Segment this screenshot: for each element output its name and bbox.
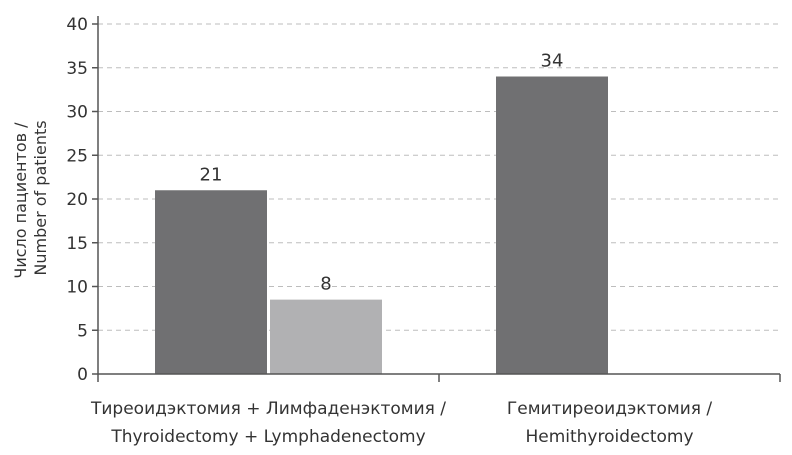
bar	[496, 76, 608, 374]
data-labels: 21 8 34	[200, 51, 564, 295]
category-label: Thyroidectomy + Lymphadenectomy	[110, 427, 425, 447]
data-label: 8	[320, 274, 331, 295]
y-axis-label: Число пациентов / Number of patients	[11, 117, 50, 278]
y-tick-label: 10	[66, 278, 88, 298]
y-tick-label: 0	[77, 365, 88, 385]
y-tick-label: 30	[66, 103, 88, 123]
y-axis-label-line-1: Число пациентов /	[11, 122, 30, 279]
bar	[155, 190, 267, 374]
data-label: 21	[200, 164, 223, 185]
data-label: 34	[541, 51, 564, 72]
y-tick-label: 15	[66, 234, 88, 254]
y-axis-label-line-2: Number of patients	[31, 120, 50, 275]
y-tick-label: 35	[66, 59, 88, 79]
grid-lines	[98, 23, 780, 331]
category-label: Hemithyroidectomy	[525, 427, 693, 447]
y-tick-labels: 0 5 10 15 20 25 30 35 40	[66, 15, 88, 385]
axes	[92, 16, 781, 382]
bar	[270, 299, 382, 374]
category-label: Тиреоидэктомия + Лимфаденэктомия /	[90, 399, 446, 419]
category-labels: Тиреоидэктомия + Лимфаденэктомия / Thyroi…	[90, 399, 712, 447]
y-tick-label: 25	[66, 146, 88, 166]
y-tick-label: 20	[66, 190, 88, 210]
category-label: Гемитиреоидэктомия /	[507, 399, 713, 419]
y-tick-label: 40	[66, 15, 88, 35]
y-tick-label: 5	[77, 321, 88, 341]
bars	[155, 76, 608, 374]
